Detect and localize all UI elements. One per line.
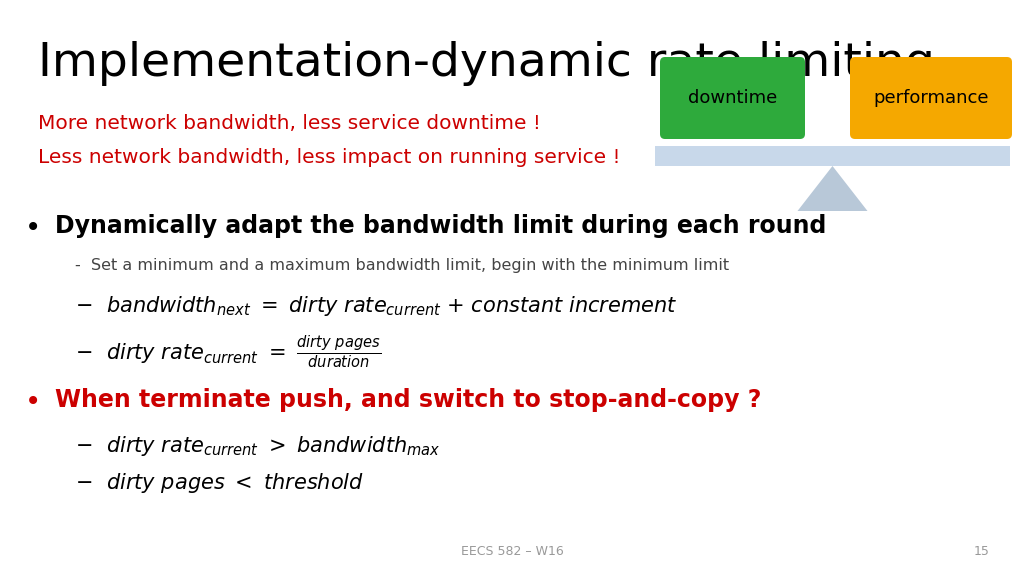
Text: performance: performance — [873, 89, 989, 107]
Text: downtime: downtime — [688, 89, 777, 107]
FancyBboxPatch shape — [660, 57, 805, 139]
Text: $\mathsf{-}\ \ \mathit{dirty\ pages}\ \mathsf{<}\ \mathit{threshold}$: $\mathsf{-}\ \ \mathit{dirty\ pages}\ \m… — [75, 471, 365, 495]
Text: When terminate push, and switch to stop-and-copy ?: When terminate push, and switch to stop-… — [55, 388, 762, 412]
Text: Less network bandwidth, less impact on running service !: Less network bandwidth, less impact on r… — [38, 148, 621, 167]
Bar — [655, 146, 1010, 166]
FancyBboxPatch shape — [850, 57, 1012, 139]
Polygon shape — [798, 166, 867, 211]
Text: $\mathsf{-}\ \ \mathit{dirty\ rate}_{current}\ \mathsf{=}\ \frac{\mathit{dirty\ : $\mathsf{-}\ \ \mathit{dirty\ rate}_{cur… — [75, 334, 381, 372]
Text: -  Set a minimum and a maximum bandwidth limit, begin with the minimum limit: - Set a minimum and a maximum bandwidth … — [75, 258, 729, 273]
Text: •: • — [25, 388, 41, 416]
Text: More network bandwidth, less service downtime !: More network bandwidth, less service dow… — [38, 114, 541, 133]
Text: Implementation-dynamic rate limiting: Implementation-dynamic rate limiting — [38, 41, 935, 86]
Text: $\mathsf{-}\ \ \mathit{dirty\ rate}_{current}\ \mathsf{>}\ \mathit{bandwidth}_{m: $\mathsf{-}\ \ \mathit{dirty\ rate}_{cur… — [75, 434, 440, 458]
Text: •: • — [25, 214, 41, 242]
Text: $\mathsf{-}\ \ \mathit{bandwidth}_{next}\ \mathsf{=}\ \mathit{dirty}\ \mathit{ra: $\mathsf{-}\ \ \mathit{bandwidth}_{next}… — [75, 294, 678, 318]
Text: 15: 15 — [974, 545, 990, 558]
Text: EECS 582 – W16: EECS 582 – W16 — [461, 545, 563, 558]
Text: Dynamically adapt the bandwidth limit during each round: Dynamically adapt the bandwidth limit du… — [55, 214, 826, 238]
